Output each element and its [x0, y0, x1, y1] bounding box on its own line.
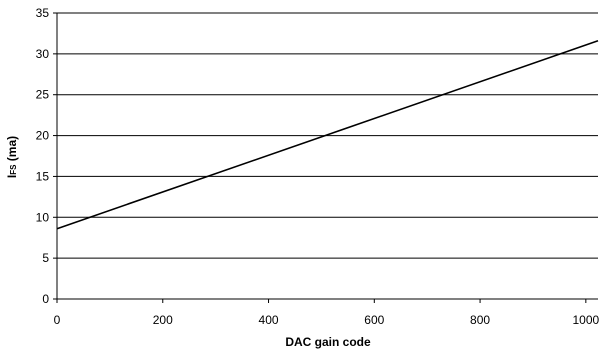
y-tick-label: 35 [36, 6, 50, 20]
x-tick-label: 1000 [572, 313, 599, 327]
x-tick-label: 0 [54, 313, 61, 327]
x-axis-title: DAC gain code [285, 335, 371, 349]
y-tick-label: 0 [42, 292, 49, 306]
series-group [56, 40, 599, 230]
x-tick-label: 400 [259, 313, 279, 327]
y-axis-title-main: I [5, 175, 19, 178]
y-tick-label: 30 [36, 47, 50, 61]
gridlines [57, 12, 598, 259]
y-axis-title-sub: FS [9, 164, 18, 175]
y-tick-label: 10 [36, 210, 50, 224]
x-tick-label: 800 [470, 313, 490, 327]
x-tick-label: 600 [364, 313, 384, 327]
y-tick-label: 20 [36, 129, 50, 143]
x-tick-label: 200 [153, 313, 173, 327]
y-tick-label: 25 [36, 88, 50, 102]
y-axis-title-suffix: (ma) [5, 136, 19, 165]
y-tick-label: 5 [42, 251, 49, 265]
y-axis-title: IFS (ma) [5, 136, 19, 178]
x-ticks: 0 200 400 600 800 1000 [54, 299, 600, 327]
y-ticks: 0 5 10 15 20 25 30 35 [36, 6, 57, 306]
series-line [56, 40, 599, 230]
y-tick-label: 15 [36, 169, 50, 183]
